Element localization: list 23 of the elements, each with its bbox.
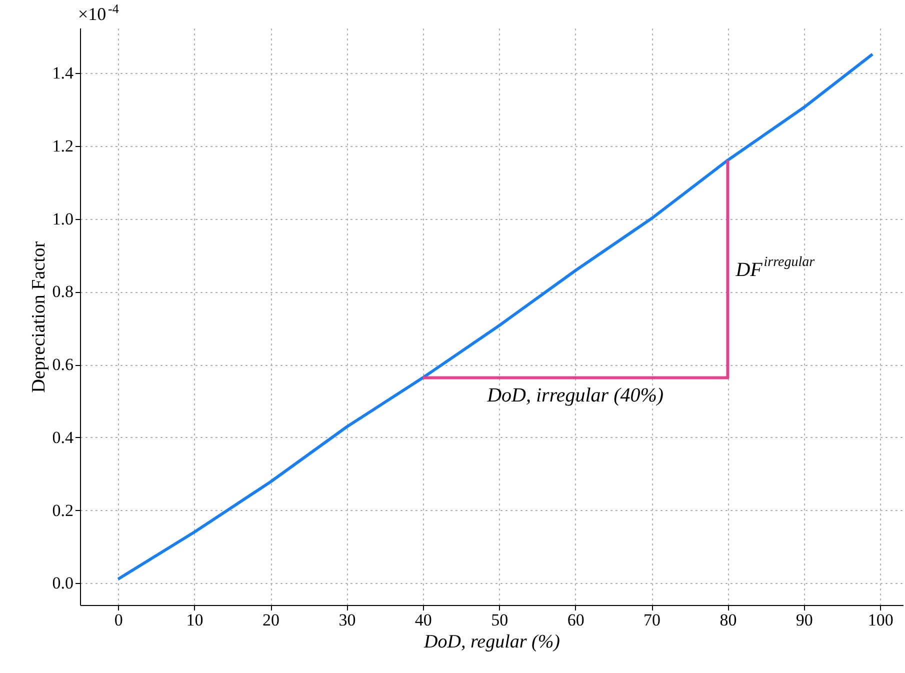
- x-tick-label: 20: [262, 610, 280, 630]
- x-tick-label: 70: [644, 610, 661, 630]
- y-tick-label: 1.0: [52, 209, 74, 228]
- x-tick-label: 80: [720, 610, 737, 630]
- x-tick-label: 60: [567, 610, 584, 630]
- y-tick-label: 1.4: [52, 64, 74, 83]
- x-axis-title: DoD, regular (%): [423, 632, 560, 652]
- y-tick-label: 0.0: [52, 574, 74, 593]
- y-tick-label: 0.2: [52, 500, 74, 520]
- x-tick-label: 50: [491, 610, 508, 630]
- y-axis-title: Depreciation Factor: [28, 240, 50, 393]
- x-tick-label: 90: [796, 610, 813, 630]
- y-tick-label: 0.4: [52, 428, 74, 447]
- annotation: DoD, irregular (40%): [486, 384, 664, 407]
- x-tick-label: 10: [186, 610, 204, 630]
- x-tick-label: 0: [114, 610, 123, 630]
- line-series: [116, 52, 874, 581]
- x-tick-label: 100: [868, 610, 894, 630]
- y-tick-label: 0.8: [52, 282, 74, 302]
- y-tick-label: 1.2: [52, 136, 74, 156]
- y-tick-label: 0.6: [52, 355, 74, 374]
- x-tick-label: 30: [338, 610, 356, 630]
- x-tick-label: 40: [414, 610, 432, 630]
